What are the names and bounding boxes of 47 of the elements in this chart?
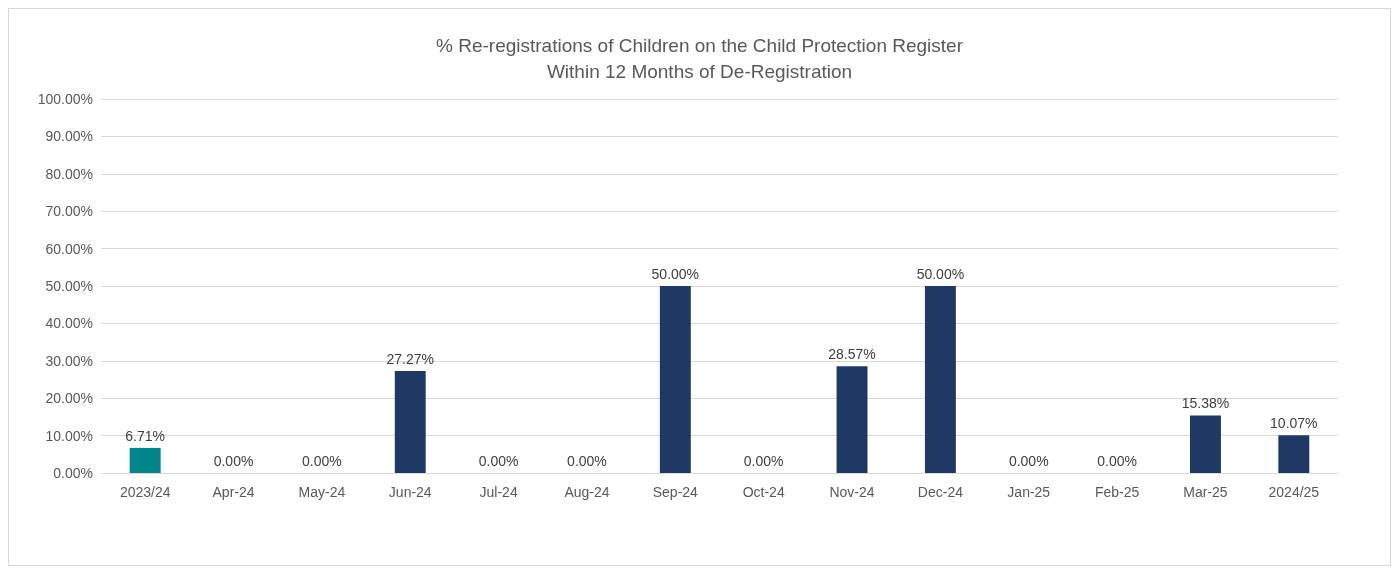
- data-label: 50.00%: [651, 266, 700, 282]
- y-tick-label: 20.00%: [45, 390, 93, 407]
- x-tick-label: Feb-25: [1094, 484, 1140, 500]
- x-tick-label: Dec-24: [917, 484, 964, 500]
- chart-title: % Re-registrations of Children on the Child Protection Register Within 12 Months of De-Registration: [436, 34, 964, 82]
- x-tick-label: 2024/25: [1268, 484, 1320, 500]
- data-label: 50.00%: [916, 266, 965, 282]
- y-tick-label: 40.00%: [45, 315, 93, 332]
- x-tick-label: 2023/24: [119, 484, 171, 500]
- data-label: 28.57%: [828, 346, 876, 363]
- x-tick-label: May-24: [298, 484, 346, 500]
- x-tick-label: Jun-24: [388, 484, 432, 500]
- y-tick-label: 70.00%: [45, 203, 93, 220]
- y-tick-label: 10.00%: [45, 427, 93, 444]
- data-label: 10.07%: [1270, 415, 1318, 432]
- x-tick-label: Sep-24: [652, 484, 699, 500]
- x-tick-label: Nov-24: [829, 484, 875, 500]
- bar: [924, 286, 956, 473]
- data-label: 0.00%: [478, 453, 519, 469]
- bar: [394, 371, 426, 473]
- x-tick-label: Jan-25: [1007, 484, 1051, 500]
- data-label: 15.38%: [1181, 395, 1230, 412]
- y-tick-label: 80.00%: [45, 165, 93, 182]
- bar: [1278, 435, 1310, 473]
- x-tick-label: Aug-24: [564, 484, 610, 500]
- y-tick-label: 90.00%: [45, 128, 93, 145]
- bar: [836, 366, 868, 473]
- data-label: 27.27%: [386, 351, 434, 368]
- bar: [659, 286, 691, 473]
- data-label: 0.00%: [1008, 453, 1049, 469]
- data-label: 0.00%: [1097, 453, 1137, 469]
- y-tick-label: 30.00%: [45, 352, 93, 369]
- y-tick-label: 100.00%: [37, 91, 93, 107]
- data-label: 0.00%: [567, 453, 607, 469]
- data-label: 0.00%: [743, 453, 784, 469]
- x-tick-label: Apr-24: [212, 484, 255, 500]
- y-tick-label: 60.00%: [45, 240, 93, 257]
- bar: [129, 447, 161, 473]
- data-label: 0.00%: [302, 453, 342, 469]
- bar: [1190, 415, 1221, 473]
- data-label: 6.71%: [125, 427, 166, 444]
- y-tick-label: 0.00%: [53, 465, 93, 481]
- data-label: 0.00%: [213, 453, 254, 469]
- x-tick-label: Jul-24: [479, 484, 518, 500]
- y-tick-label: 50.00%: [45, 278, 93, 294]
- x-tick-label: Mar-25: [1183, 484, 1228, 500]
- x-tick-label: Oct-24: [742, 484, 785, 500]
